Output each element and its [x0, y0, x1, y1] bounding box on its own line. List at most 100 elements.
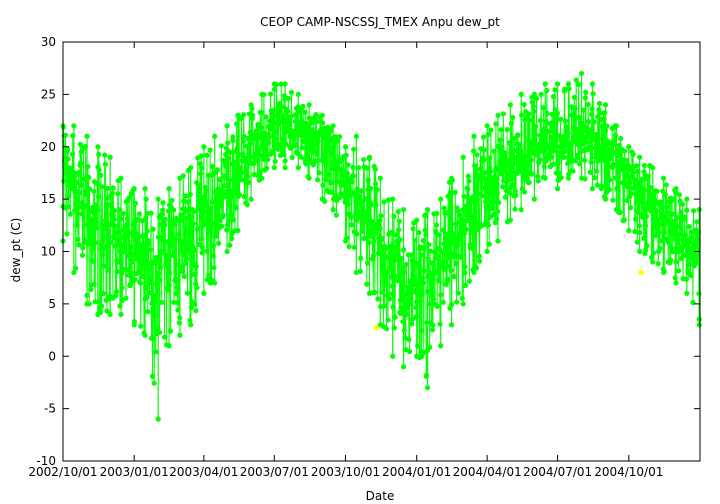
- data-point: [92, 299, 98, 305]
- data-point-max: [578, 70, 585, 77]
- data-point: [231, 149, 237, 155]
- data-point: [633, 199, 639, 205]
- data-point: [602, 110, 608, 116]
- data-point: [281, 137, 287, 143]
- data-point: [465, 186, 471, 192]
- data-point: [518, 149, 524, 155]
- data-point: [227, 242, 233, 248]
- x-tick-label: 2003/07/01: [240, 465, 309, 479]
- data-point: [199, 244, 205, 251]
- data-point: [380, 264, 386, 270]
- data-point: [177, 218, 183, 224]
- data-point: [542, 134, 549, 141]
- data-point: [436, 278, 442, 284]
- data-point: [137, 280, 144, 286]
- data-point: [522, 153, 528, 159]
- data-point: [140, 265, 146, 271]
- data-point: [364, 165, 370, 171]
- data-point: [345, 162, 351, 168]
- plot-area: [60, 70, 702, 422]
- data-point: [385, 317, 391, 323]
- data-point: [143, 196, 149, 202]
- data-point: [65, 156, 71, 162]
- data-point: [247, 140, 253, 146]
- data-point: [378, 213, 384, 219]
- data-point: [537, 157, 543, 163]
- data-point: [588, 159, 595, 165]
- data-point: [542, 126, 548, 132]
- data-point: [549, 111, 555, 117]
- data-point: [270, 107, 276, 114]
- data-point: [171, 207, 177, 213]
- data-point: [110, 185, 116, 191]
- chart-title: CEOP CAMP-NSCSSJ_TMEX Anpu dew_pt: [260, 15, 500, 29]
- data-point: [310, 162, 316, 168]
- data-point: [504, 127, 510, 133]
- data-point: [187, 317, 193, 323]
- data-point: [131, 228, 137, 234]
- data-point: [349, 222, 355, 228]
- data-point: [194, 226, 200, 232]
- data-point: [282, 158, 288, 164]
- data-point: [210, 253, 216, 259]
- data-point: [105, 267, 111, 273]
- data-point: [158, 264, 164, 270]
- data-point: [448, 267, 454, 273]
- data-point: [676, 268, 682, 274]
- data-point-max: [589, 81, 596, 87]
- data-point: [303, 120, 309, 126]
- data-point: [507, 190, 513, 196]
- data-point: [521, 101, 527, 108]
- data-point: [570, 168, 576, 174]
- data-point-min: [613, 207, 620, 213]
- data-point: [551, 148, 557, 154]
- data-point: [440, 227, 447, 233]
- data-point: [104, 308, 110, 314]
- data-point: [466, 178, 472, 184]
- data-point: [188, 305, 194, 311]
- data-point: [494, 216, 500, 222]
- data-point: [458, 234, 464, 240]
- data-point: [203, 201, 209, 207]
- data-point: [165, 260, 171, 266]
- data-point: [413, 314, 419, 320]
- data-point-max: [306, 102, 312, 108]
- data-point-min: [531, 196, 537, 202]
- data-point: [396, 273, 402, 279]
- data-point: [644, 243, 650, 249]
- data-point: [485, 204, 491, 210]
- data-point: [78, 149, 84, 155]
- data-point-min: [353, 269, 359, 276]
- data-point: [653, 208, 659, 214]
- data-point: [460, 218, 466, 224]
- data-point: [379, 289, 385, 295]
- data-point: [83, 191, 89, 197]
- data-point: [146, 241, 152, 247]
- data-point: [120, 242, 126, 248]
- data-point: [143, 215, 149, 221]
- data-point: [452, 189, 458, 195]
- data-point: [234, 145, 240, 152]
- data-point: [116, 259, 122, 265]
- data-point: [420, 275, 426, 281]
- data-point: [185, 199, 191, 205]
- data-point: [482, 170, 488, 176]
- data-point: [540, 147, 546, 153]
- data-point-min: [212, 280, 218, 286]
- data-point: [510, 114, 516, 121]
- data-point: [674, 224, 680, 230]
- data-point: [391, 213, 397, 219]
- data-point: [236, 151, 242, 157]
- data-point: [161, 334, 168, 340]
- data-point: [75, 236, 81, 243]
- data-point: [65, 146, 71, 152]
- data-point: [459, 295, 465, 301]
- data-point: [649, 254, 655, 260]
- y-tick-label: -5: [44, 402, 56, 416]
- data-point: [430, 327, 436, 333]
- data-point: [355, 208, 361, 214]
- data-point-min: [271, 165, 277, 171]
- data-point-max: [201, 144, 207, 150]
- data-point: [414, 299, 420, 305]
- data-point: [388, 229, 394, 236]
